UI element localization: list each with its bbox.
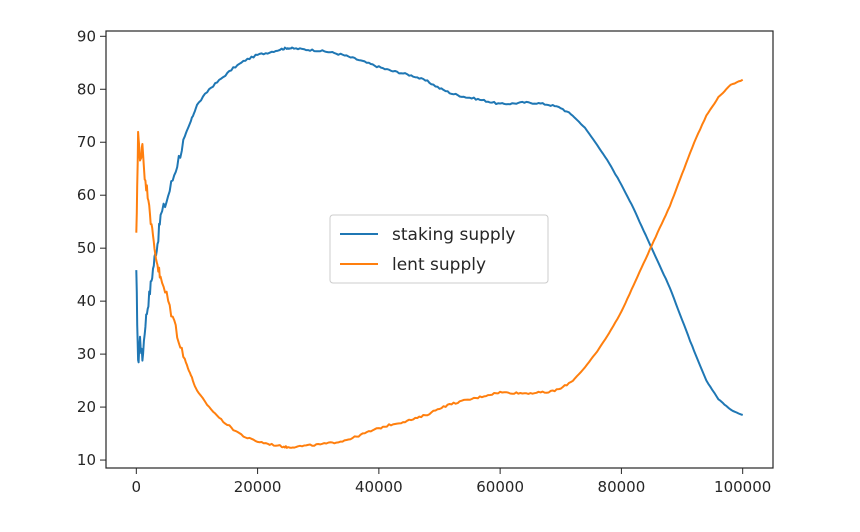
x-tick-label: 40000 (355, 478, 403, 496)
x-tick-label: 20000 (234, 478, 282, 496)
x-tick-label: 0 (132, 478, 142, 496)
y-tick-label: 80 (77, 80, 96, 98)
y-tick-label: 60 (77, 186, 96, 204)
y-tick-label: 10 (77, 451, 96, 469)
x-axis-ticks: 0 20000 40000 60000 80000 100000 (132, 468, 771, 496)
series-line-lent (135, 78, 744, 449)
y-tick-label: 90 (77, 27, 96, 45)
legend: staking supply lent supply (329, 214, 549, 284)
legend-label-staking: staking supply (392, 225, 515, 245)
y-tick-label: 50 (77, 239, 96, 257)
y-tick-label: 20 (77, 398, 96, 416)
y-tick-label: 70 (77, 133, 96, 151)
series-line-staking (135, 46, 744, 416)
y-axis-ticks: 10 20 30 40 50 60 70 80 90 (77, 27, 106, 469)
y-tick-label: 30 (77, 345, 96, 363)
x-tick-label: 60000 (476, 478, 524, 496)
legend-label-lent: lent supply (392, 255, 486, 275)
legend-box (329, 214, 549, 284)
y-tick-label: 40 (77, 292, 96, 310)
axes-frame (105, 30, 774, 469)
plot-lines (135, 46, 744, 449)
x-tick-label: 100000 (714, 478, 771, 496)
x-tick-label: 80000 (598, 478, 646, 496)
